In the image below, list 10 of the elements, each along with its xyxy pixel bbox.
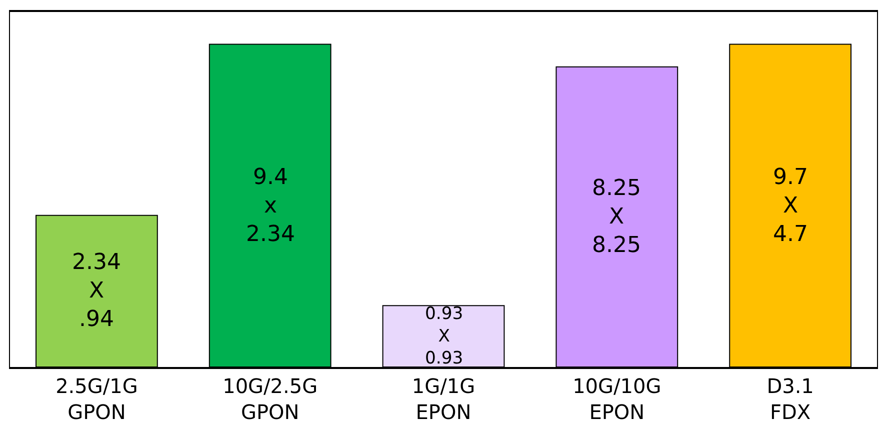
annotation: 0.93 X 0.93 bbox=[425, 304, 464, 369]
x-tick-label: 1G/1G EPON bbox=[412, 374, 476, 424]
annotation: 8.25 X 8.25 bbox=[592, 176, 641, 258]
x-tick-label: D3.1 FDX bbox=[766, 374, 814, 424]
x-tick-label: 10G/2.5G GPON bbox=[222, 374, 318, 424]
annotation: 9.7 X 4.7 bbox=[773, 165, 808, 248]
annotation: 2.34 X .94 bbox=[72, 250, 121, 332]
x-tick-label: 10G/10G EPON bbox=[572, 374, 662, 424]
x-tick-label: 2.5G/1G GPON bbox=[56, 374, 138, 424]
annotation: 9.4 x 2.34 bbox=[246, 165, 295, 248]
